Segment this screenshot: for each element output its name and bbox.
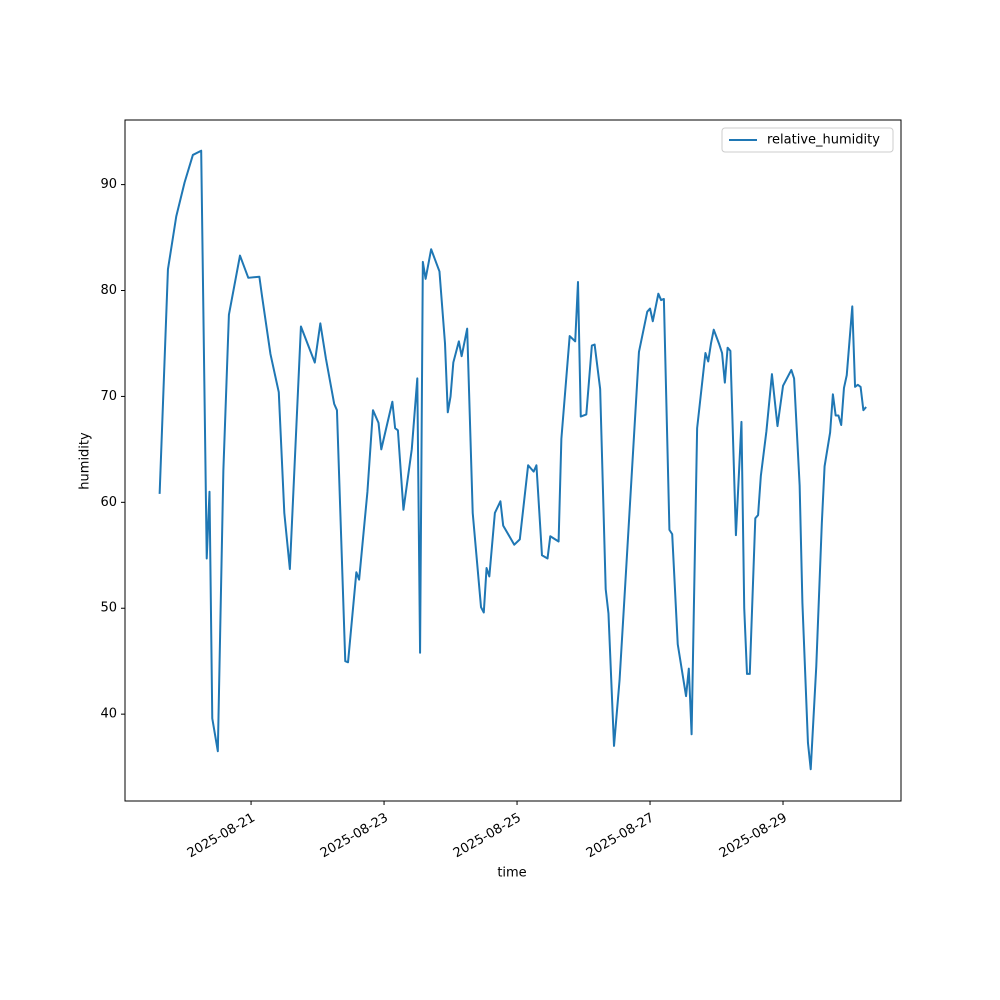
plot-frame — [124, 119, 902, 802]
y-tick-label: 80 — [100, 283, 117, 298]
x-tick-label: 2025-08-27 — [584, 811, 657, 862]
legend-box — [721, 127, 894, 153]
y-tick-label: 70 — [100, 389, 117, 404]
x-tick-label: 2025-08-23 — [318, 811, 391, 862]
data-line — [158, 149, 867, 771]
x-tick-label: 2025-08-25 — [451, 811, 524, 862]
x-tick-label: 2025-08-21 — [185, 811, 258, 862]
y-tick-label: 40 — [100, 707, 117, 722]
y-tick-label: 90 — [100, 177, 117, 192]
y-axis-label: humidity — [78, 432, 93, 490]
y-tick-label: 50 — [100, 601, 117, 616]
legend-label: relative_humidity — [767, 133, 880, 148]
x-tick-label: 2025-08-29 — [717, 811, 790, 862]
y-tick-label: 60 — [100, 495, 117, 510]
x-axis-label: time — [497, 866, 526, 881]
